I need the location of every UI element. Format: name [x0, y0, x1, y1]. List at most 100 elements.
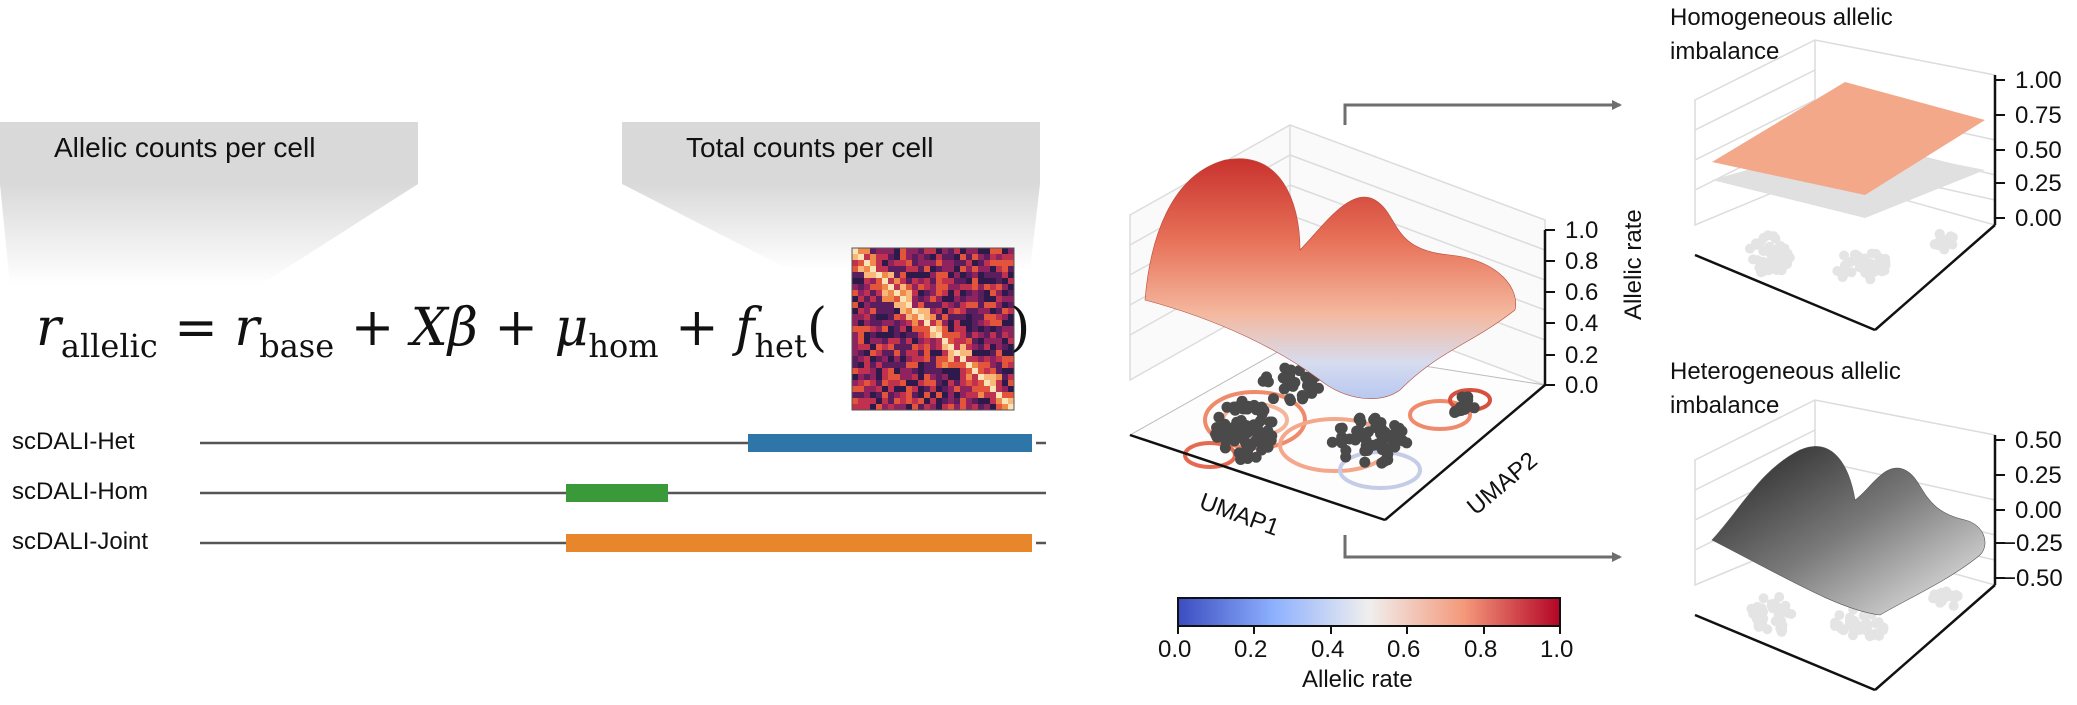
- heatmap-cell: [936, 350, 943, 357]
- heatmap-cell: [972, 278, 979, 285]
- heatmap-cell: [924, 314, 931, 321]
- heatmap-cell: [942, 380, 949, 387]
- heatmap-cell: [906, 392, 913, 399]
- cell-point: [1832, 265, 1843, 276]
- heatmap-cell: [990, 314, 997, 321]
- heatmap-cell: [930, 398, 937, 405]
- heatmap-cell: [906, 356, 913, 363]
- heatmap-cell: [876, 296, 883, 303]
- heatmap-cell: [888, 260, 895, 267]
- heatmap-cell: [1008, 284, 1015, 291]
- heatmap-cell: [948, 296, 955, 303]
- cell-point: [1759, 265, 1770, 276]
- heatmap-cell: [948, 356, 955, 363]
- colorbar-tick: 0.2: [1234, 636, 1268, 663]
- heatmap-cell: [858, 290, 865, 297]
- heatmap-cell: [948, 386, 955, 393]
- cell-point: [1878, 625, 1889, 636]
- heatmap-cell: [894, 398, 901, 405]
- heatmap-cell: [984, 362, 991, 369]
- heatmap-cell: [936, 272, 943, 279]
- heatmap-cell: [894, 338, 901, 345]
- heatmap-cell: [888, 398, 895, 405]
- surface-z-tick: 0.6: [1565, 279, 1599, 306]
- heatmap-cell: [1008, 266, 1015, 273]
- heatmap-cell: [954, 332, 961, 339]
- heatmap-cell: [996, 296, 1003, 303]
- heatmap-cell: [936, 356, 943, 363]
- heatmap-cell: [1002, 314, 1009, 321]
- heatmap-cell: [936, 404, 943, 411]
- heatmap-cell: [1002, 320, 1009, 327]
- heatmap-cell: [960, 314, 967, 321]
- heatmap-cell: [918, 296, 925, 303]
- cell-point: [1873, 617, 1884, 628]
- heatmap-cell: [864, 362, 871, 369]
- hom-z-tick: 0.75: [2015, 102, 2062, 129]
- heatmap-cell: [852, 338, 859, 345]
- heatmap-cell: [906, 368, 913, 375]
- heatmap-cell: [936, 362, 943, 369]
- heatmap-cell: [924, 296, 931, 303]
- heatmap-cell: [996, 278, 1003, 285]
- heatmap-cell: [978, 368, 985, 375]
- heatmap-cell: [984, 260, 991, 267]
- eq-base-sub: base: [259, 327, 335, 365]
- heatmap-cell: [954, 272, 961, 279]
- heatmap-cell: [942, 392, 949, 399]
- heatmap-cell: [858, 398, 865, 405]
- heatmap-cell: [906, 266, 913, 273]
- heatmap-cell: [876, 368, 883, 375]
- cell-point: [1462, 394, 1474, 406]
- heatmap-cell: [960, 302, 967, 309]
- cell-point: [1225, 428, 1237, 440]
- heatmap-cell: [1002, 326, 1009, 333]
- colorbar-tick: 0.8: [1464, 636, 1498, 663]
- heatmap-cell: [990, 362, 997, 369]
- heatmap-cell: [906, 284, 913, 291]
- heatmap-cell: [984, 320, 991, 327]
- heatmap-cell: [924, 290, 931, 297]
- eq-mu-sub: hom: [588, 327, 659, 365]
- heatmap-cell: [882, 290, 889, 297]
- heatmap-cell: [930, 380, 937, 387]
- heatmap-cell: [888, 248, 895, 255]
- heatmap-cell: [948, 254, 955, 261]
- cell-point: [1283, 371, 1295, 383]
- heatmap-cell: [852, 254, 859, 261]
- heatmap-cell: [1008, 260, 1015, 267]
- heatmap-cell: [936, 314, 943, 321]
- heatmap-cell: [966, 350, 973, 357]
- heatmap-cell: [912, 278, 919, 285]
- heatmap-cell: [948, 338, 955, 345]
- heatmap-cell: [936, 290, 943, 297]
- heatmap-cell: [900, 344, 907, 351]
- heatmap-cell: [912, 284, 919, 291]
- cell-point: [1870, 629, 1881, 640]
- heatmap-cell: [918, 260, 925, 267]
- heatmap-cell: [972, 254, 979, 261]
- heatmap-cell: [876, 314, 883, 321]
- heatmap-cell: [930, 248, 937, 255]
- heatmap-cell: [966, 374, 973, 381]
- heatmap-cell: [990, 350, 997, 357]
- hom-title-line2: imbalance: [1670, 38, 1780, 65]
- heatmap-cell: [1008, 314, 1015, 321]
- heatmap-cell: [876, 344, 883, 351]
- joint-bar: [566, 534, 1032, 552]
- heatmap-cell: [1008, 332, 1015, 339]
- heatmap-cell: [858, 260, 865, 267]
- heatmap-cell: [948, 326, 955, 333]
- heatmap-cell: [912, 380, 919, 387]
- allelic-counts-label: Allelic counts per cell: [54, 132, 316, 163]
- het-z-tick: 0.50: [2015, 427, 2062, 454]
- heatmap-cell: [924, 308, 931, 315]
- cell-point: [1845, 614, 1856, 625]
- cell-point: [1368, 414, 1380, 426]
- heatmap-cell: [990, 248, 997, 255]
- heatmap-cell: [858, 350, 865, 357]
- heatmap-cell: [924, 368, 931, 375]
- heatmap-cell: [864, 260, 871, 267]
- heatmap-cell: [996, 350, 1003, 357]
